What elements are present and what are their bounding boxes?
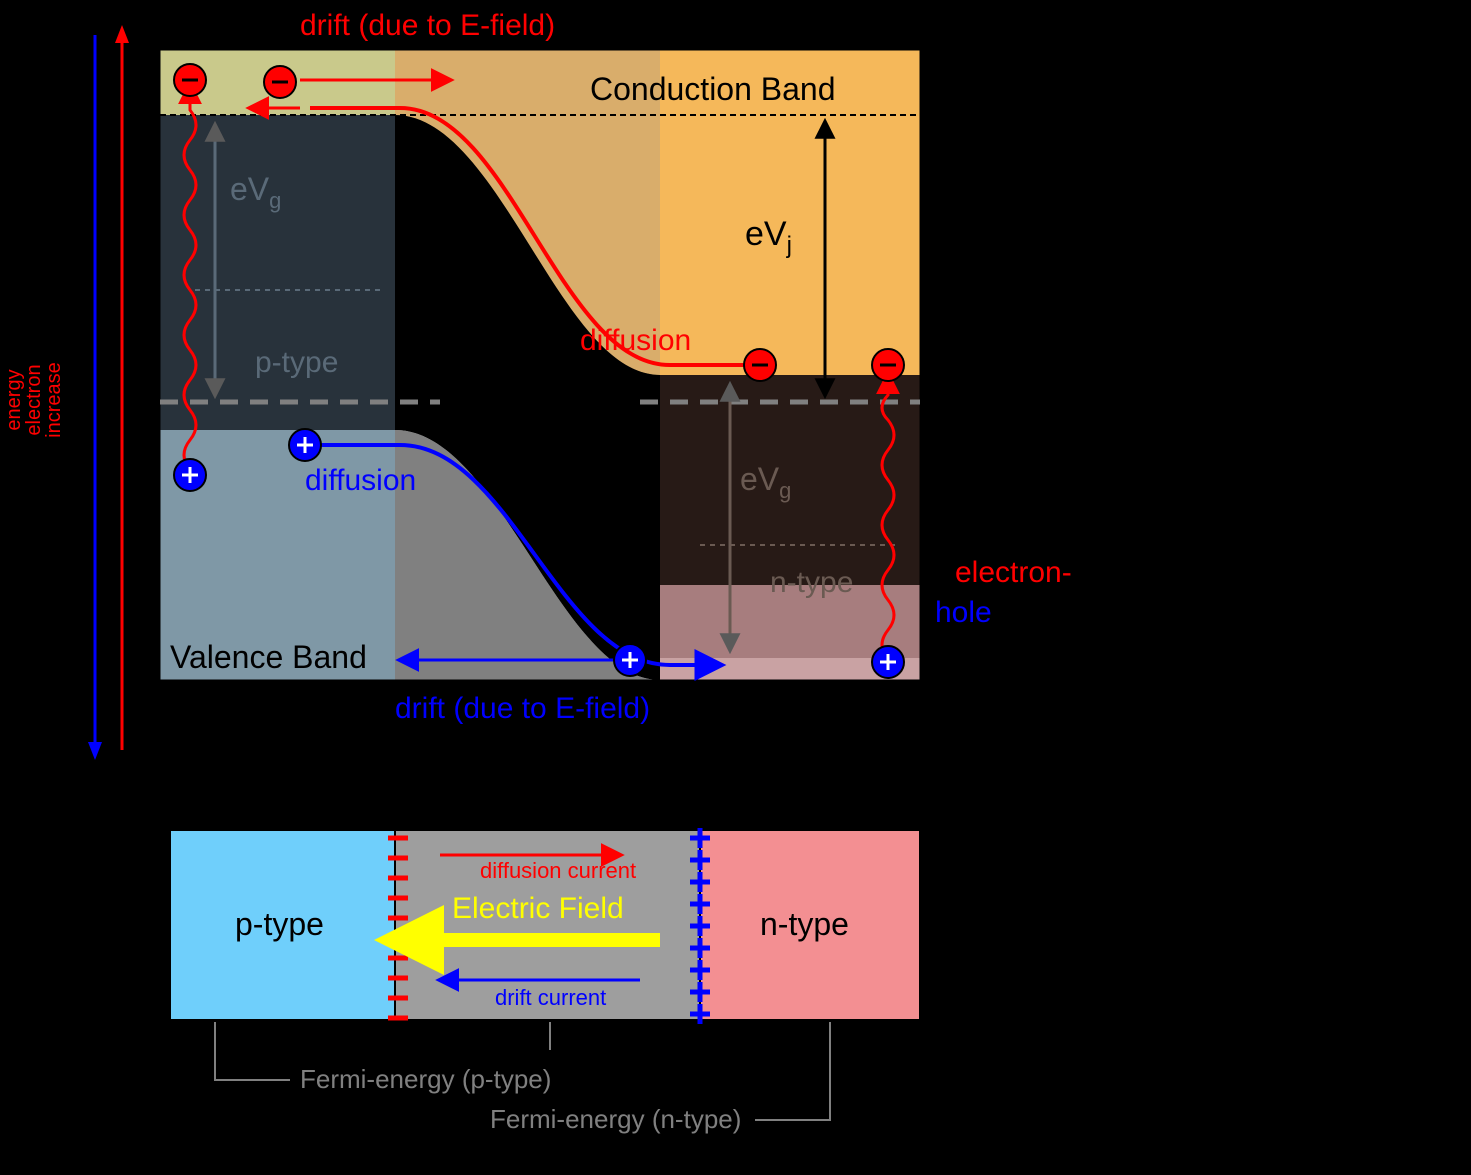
electric-field-label: Electric Field xyxy=(452,892,624,925)
p-type-band: p-type xyxy=(255,346,338,379)
axis-label-energy: energy xyxy=(3,369,25,430)
evj: eVj xyxy=(745,215,792,259)
p-type-junction: p-type xyxy=(235,906,324,942)
diffusion-e-label: diffusion xyxy=(580,324,691,357)
energy-axis: increase electron energy xyxy=(3,25,129,760)
diffusion-current-label: diffusion current xyxy=(480,858,636,883)
axis-label-electron: electron xyxy=(23,364,45,435)
hole-particle-2 xyxy=(289,429,321,461)
hole-word: hole xyxy=(935,596,992,629)
electron-particle-4 xyxy=(872,349,904,381)
valence-band-label: Valence Band xyxy=(170,639,367,675)
hole-particle-3 xyxy=(614,644,646,676)
conduction-band-label: Conduction Band xyxy=(590,71,836,107)
n-type-band: n-type xyxy=(770,566,853,599)
junction-diagram: diffusion current Electric Field drift c… xyxy=(170,828,920,1134)
drift-label-top: drift (due to E-field) xyxy=(300,9,555,42)
fermi-p-label: Fermi-energy (p-type) xyxy=(300,1064,551,1094)
electron-particle-3 xyxy=(744,349,776,381)
pn-junction-diagram: increase electron energy xyxy=(0,0,1471,1175)
drift-current-label: drift current xyxy=(495,985,606,1010)
fermi-n-label: Fermi-energy (n-type) xyxy=(490,1104,741,1134)
drift-label-bottom: drift (due to E-field) xyxy=(395,692,650,725)
electron-word: electron- xyxy=(955,556,1072,589)
axis-label-increase: increase xyxy=(43,362,65,438)
electron-particle-2 xyxy=(264,66,296,98)
diffusion-h-label: diffusion xyxy=(305,464,416,497)
hole-particle-4 xyxy=(872,646,904,678)
hole-particle-1 xyxy=(174,459,206,491)
band-diagram: drift (due to E-field) Conduction Band V… xyxy=(160,9,1072,725)
electron-particle-1 xyxy=(174,64,206,96)
n-type-junction: n-type xyxy=(760,906,849,942)
